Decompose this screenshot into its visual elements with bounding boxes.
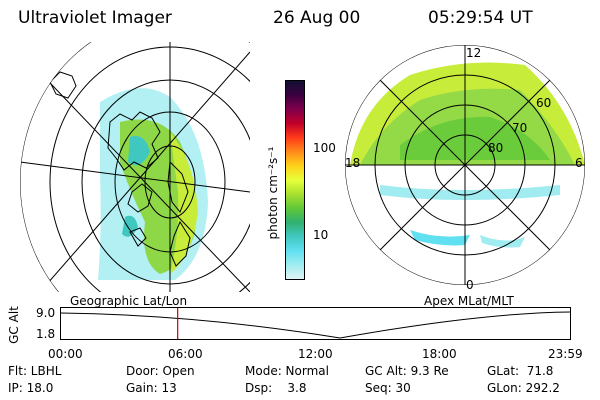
mlt-label-0: 0 [466, 278, 474, 292]
timeline-xtick-2359: 23:59 [548, 347, 583, 361]
info-gc-alt: GC Alt: 9.3 Re [365, 364, 449, 378]
timeline-xtick-0000: 00:00 [48, 347, 83, 361]
timeline-xtick-0600: 06:00 [168, 347, 203, 361]
info-door: Door: Open [126, 364, 195, 378]
timeline-xtick-1200: 12:00 [298, 347, 333, 361]
image-date: 26 Aug 00 [273, 8, 361, 28]
timeline-xtick-1800: 18:00 [422, 347, 457, 361]
info-glat: GLat: 71.8 [487, 364, 554, 378]
mlat-label-70: 70 [512, 121, 528, 135]
geographic-caption: Geographic Lat/Lon [70, 294, 188, 308]
colorbar-tick-10: 10 [313, 228, 329, 242]
colorbar-tick-100: 100 [313, 141, 336, 155]
image-time: 05:29:54 UT [428, 8, 533, 28]
magnetic-caption: Apex MLat/MLT [424, 294, 514, 308]
magnetic-polar-plot [345, 45, 585, 285]
mlt-label-12: 12 [466, 46, 482, 60]
timeline-ytick-high: 9.0 [36, 306, 56, 320]
intensity-colorbar [285, 80, 305, 280]
mlt-label-18: 18 [345, 156, 361, 170]
info-mode: Mode: Normal [245, 364, 329, 378]
colorbar-axis-label: photon cm⁻²s⁻¹ [266, 146, 280, 240]
info-filter: Flt: LBHL [8, 364, 62, 378]
info-seq: Seq: 30 [365, 381, 411, 395]
info-glon: GLon: 292.2 [487, 381, 560, 395]
geographic-map [20, 42, 250, 292]
altitude-timeline [60, 307, 571, 340]
instrument-title: Ultraviolet Imager [18, 8, 172, 28]
info-gain: Gain: 13 [126, 381, 177, 395]
mlat-label-60: 60 [536, 96, 552, 110]
mlat-label-80: 80 [488, 141, 504, 155]
info-ip: IP: 18.0 [8, 381, 54, 395]
mlt-label-6: 6 [575, 156, 583, 170]
timeline-ytick-low: 1.8 [36, 327, 56, 341]
timeline-y-label: GC Alt [7, 306, 21, 344]
info-dsp: Dsp: 3.8 [245, 381, 307, 395]
